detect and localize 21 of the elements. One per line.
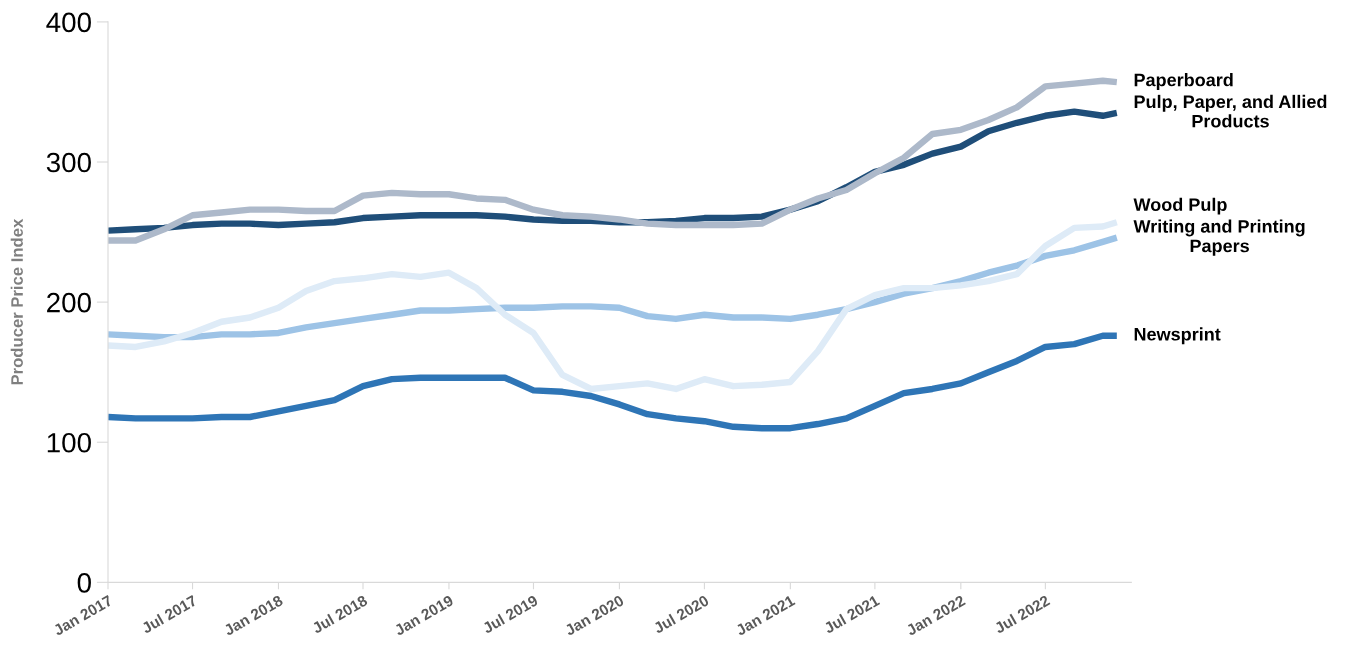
x-tick-label: Jul 2021	[822, 594, 881, 634]
y-axis-title: Producer Price Index	[10, 218, 23, 385]
series-label: Wood Pulp	[1133, 197, 1227, 215]
y-tick-label: 300	[46, 152, 91, 173]
series-label: Pulp, Paper, and Allied Products	[1134, 94, 1327, 128]
x-tick-label: Jul 2018	[310, 594, 369, 634]
x-tick-label: Jul 2020	[652, 594, 710, 634]
series-label: Writing and Printing Papers	[1133, 219, 1305, 256]
x-tick-label: Jan 2022	[905, 594, 966, 637]
x-tick-label: Jul 2022	[993, 594, 1051, 634]
series-label: Paperboard	[1134, 73, 1233, 90]
series-label: Newsprint	[1134, 327, 1221, 345]
y-tick-label: 100	[47, 432, 91, 453]
x-tick-label: Jul 2019	[481, 594, 539, 634]
x-tick-label: Jan 2020	[563, 594, 625, 637]
y-tick-label: 0	[77, 573, 91, 593]
y-tick-label: 200	[47, 292, 91, 313]
x-tick-label: Jan 2019	[393, 594, 455, 637]
x-tick-label: Jan 2021	[734, 594, 796, 637]
y-tick-label: 400	[46, 12, 91, 33]
x-tick-label: Jan 2018	[222, 594, 284, 637]
